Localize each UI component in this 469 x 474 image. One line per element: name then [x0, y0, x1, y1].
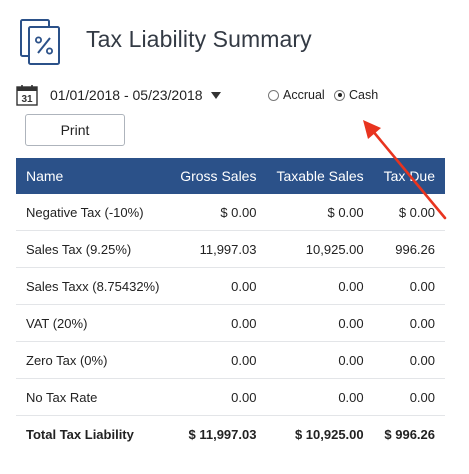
cash-radio[interactable]: Cash: [334, 88, 378, 102]
row-gross-sales: 0.00: [170, 341, 267, 379]
row-name: Negative Tax (-10%): [16, 194, 171, 231]
table-row: VAT (20%) 0.00 0.00 0.00: [16, 304, 445, 342]
row-name: VAT (20%): [16, 304, 171, 342]
row-gross-sales: 0.00: [170, 267, 267, 305]
percent-document-icon: [20, 19, 60, 65]
row-taxable-sales: 0.00: [266, 304, 374, 342]
row-tax-due: 0.00: [373, 304, 445, 342]
table-row: Negative Tax (-10%) $ 0.00 $ 0.00 $ 0.00: [16, 194, 445, 231]
row-tax-due: 0.00: [373, 341, 445, 379]
row-taxable-sales: 0.00: [266, 378, 374, 416]
row-name: Sales Taxx (8.75432%): [16, 267, 171, 305]
page-title: Tax Liability Summary: [86, 26, 312, 52]
row-tax-due: 0.00: [373, 267, 445, 305]
column-header-name[interactable]: Name: [26, 168, 64, 184]
date-range-picker[interactable]: 31 01/01/2018 - 05/23/2018: [16, 84, 221, 106]
table-row: Sales Tax (9.25%) 11,997.03 10,925.00 99…: [16, 230, 445, 268]
print-button[interactable]: Print: [25, 114, 125, 146]
row-tax-due: 0.00: [373, 378, 445, 416]
tax-liability-table: Name Gross Sales Taxable Sales Tax Due N…: [16, 158, 445, 452]
row-gross-sales: 0.00: [170, 304, 267, 342]
row-gross-sales: $ 0.00: [170, 194, 267, 231]
date-range-value[interactable]: 01/01/2018 - 05/23/2018: [50, 87, 203, 103]
calendar-day: 31: [21, 94, 33, 105]
row-taxable-sales: 0.00: [266, 341, 374, 379]
row-name: Zero Tax (0%): [16, 341, 171, 379]
cash-label[interactable]: Cash: [349, 88, 379, 102]
total-gross-sales: $ 11,997.03: [188, 426, 257, 442]
row-name: Sales Tax (9.25%): [16, 230, 171, 268]
accrual-radio-button[interactable]: [268, 89, 279, 101]
total-tax-due: $ 996.26: [384, 426, 435, 442]
table-header-row: Name Gross Sales Taxable Sales Tax Due: [16, 158, 445, 194]
accrual-radio[interactable]: Accrual: [268, 88, 325, 102]
calendar-icon[interactable]: 31: [16, 84, 38, 106]
row-gross-sales: 11,997.03: [170, 230, 267, 268]
row-tax-due: 996.26: [373, 230, 445, 268]
table-row: Zero Tax (0%) 0.00 0.00 0.00: [16, 341, 445, 379]
row-name: No Tax Rate: [16, 378, 171, 416]
total-row: Total Tax Liability $ 11,997.03 $ 10,925…: [16, 416, 445, 453]
accrual-label[interactable]: Accrual: [283, 88, 325, 102]
cash-radio-button[interactable]: [334, 89, 345, 101]
table-row: No Tax Rate 0.00 0.00 0.00: [16, 378, 445, 416]
row-gross-sales: 0.00: [170, 378, 267, 416]
row-taxable-sales: 0.00: [266, 267, 374, 305]
column-header-taxable-sales[interactable]: Taxable Sales: [276, 168, 364, 184]
row-taxable-sales: 10,925.00: [266, 230, 374, 268]
row-tax-due: $ 0.00: [373, 194, 445, 231]
table-row: Sales Taxx (8.75432%) 0.00 0.00 0.00: [16, 267, 445, 305]
row-taxable-sales: $ 0.00: [266, 194, 374, 231]
column-header-gross-sales[interactable]: Gross Sales: [180, 168, 257, 184]
chevron-down-icon[interactable]: [210, 91, 221, 99]
total-taxable-sales: $ 10,925.00: [294, 426, 364, 442]
column-header-tax-due[interactable]: Tax Due: [383, 168, 435, 184]
total-label: Total Tax Liability: [26, 426, 134, 442]
